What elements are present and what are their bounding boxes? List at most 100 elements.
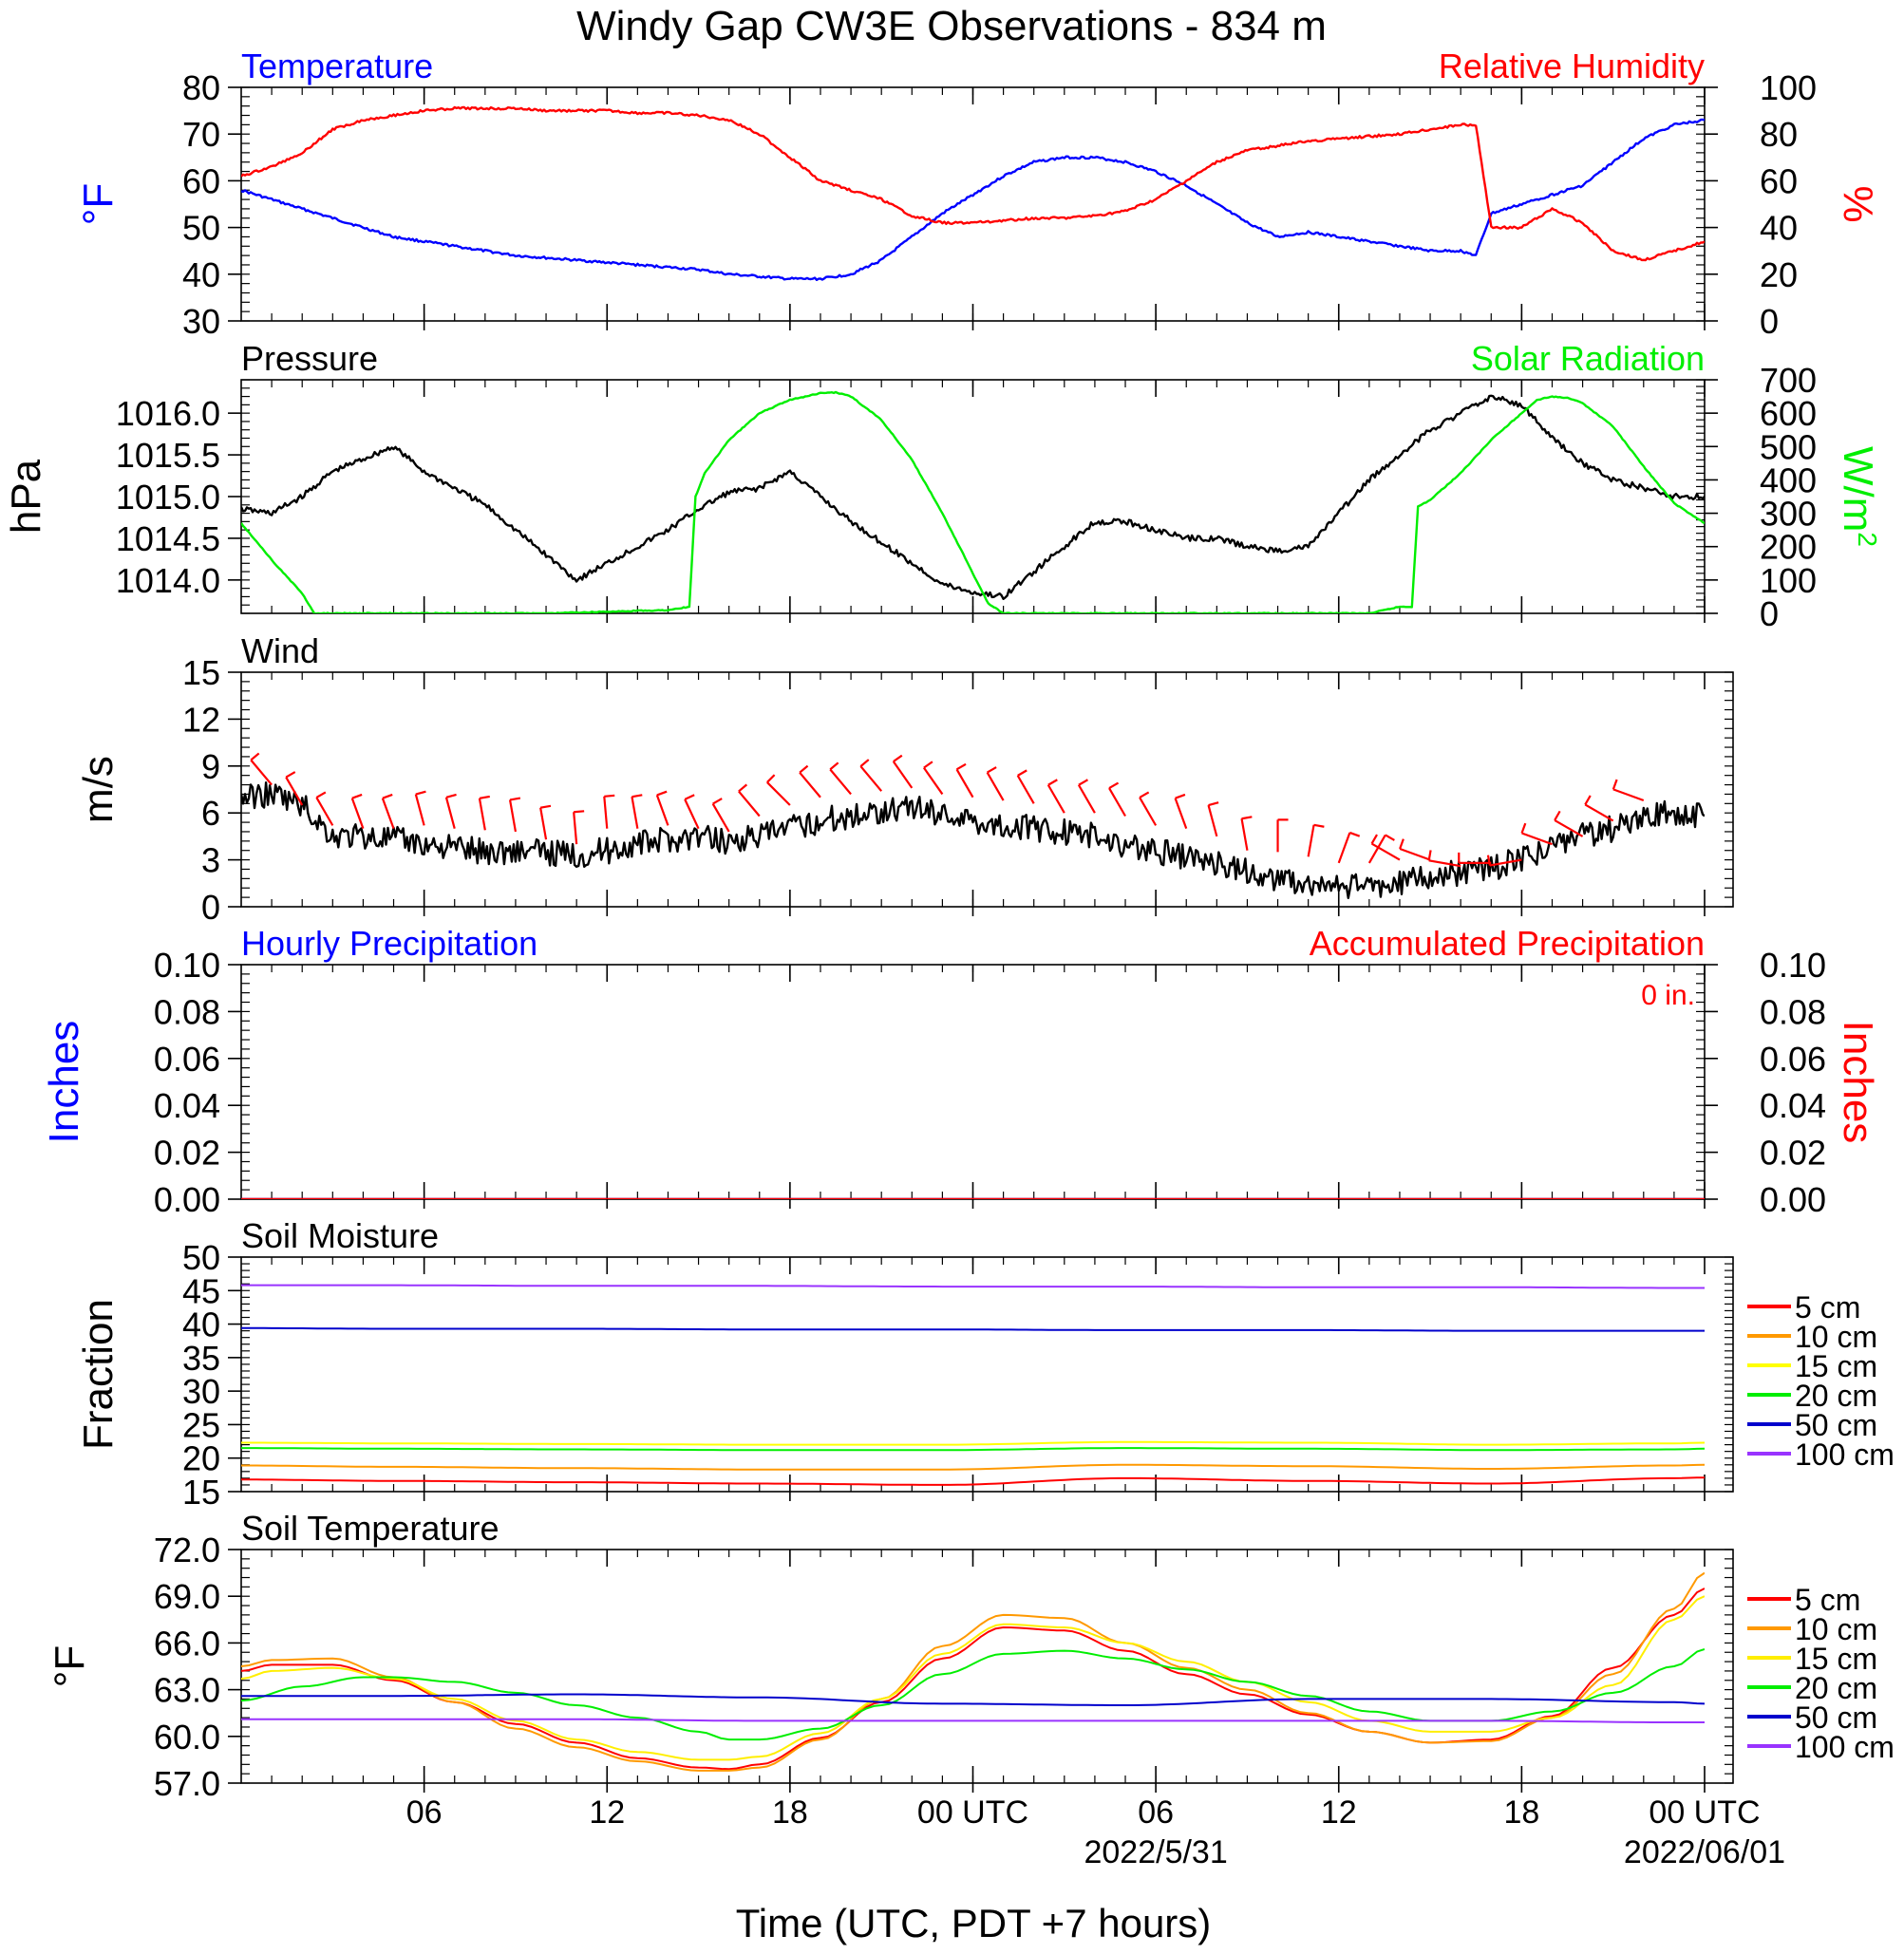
- panel-soil-temperature: 57.0 60.0 63.0 66.0 69.0 72.0 Soil Temperature…: [47, 1509, 1895, 1803]
- y-axis-label-right-superscript: 2: [1854, 532, 1883, 547]
- legend-label: 100 cm: [1795, 1437, 1895, 1472]
- plot-area: [241, 105, 1705, 281]
- wind-barb-staff: [603, 796, 609, 829]
- wind-barb-flag: [1241, 816, 1253, 820]
- panel-title-left: Soil Temperature: [241, 1509, 499, 1548]
- wind-barb-staff: [478, 798, 486, 831]
- y-left-tick-label: 0.06: [154, 1040, 220, 1079]
- x-tick-label: 18: [1503, 1794, 1539, 1831]
- y-left-tick-label: 30: [182, 1372, 220, 1411]
- y-left-tick-label: 72.0: [154, 1531, 220, 1569]
- panel-wind: 0 3 6 9 12 15 Wind m/s: [75, 631, 1734, 927]
- y-right-tick-label: 0.00: [1760, 1180, 1826, 1219]
- wind-barb-flag: [1612, 779, 1618, 790]
- y-left-tick-label: 50: [182, 209, 220, 248]
- wind-barb-flag: [1349, 831, 1361, 837]
- wind-barb-staff: [1016, 775, 1035, 804]
- wind-barb-flag: [509, 797, 521, 801]
- legend-label: 100 cm: [1795, 1730, 1895, 1764]
- legend-label: 5 cm: [1795, 1290, 1860, 1325]
- y-right-tick-label: 0.08: [1760, 992, 1826, 1031]
- y-left-tick-label: 1015.5: [116, 436, 220, 475]
- wind-barb-staff: [1337, 832, 1351, 864]
- wind-barb-staff: [1399, 847, 1431, 861]
- wind-barb-flag: [1078, 779, 1088, 786]
- wind-barb-staff: [573, 812, 578, 845]
- y-right-tick-label: 100: [1760, 561, 1817, 600]
- legend-label: 20 cm: [1795, 1379, 1877, 1413]
- x-tick-label: 00 UTC: [1649, 1794, 1760, 1831]
- y-axis-label-left: hPa: [3, 459, 49, 534]
- series-15-cm: [241, 1595, 1705, 1761]
- x-tick-label: 18: [772, 1794, 808, 1831]
- wind-barb-flag: [479, 795, 490, 799]
- legend-label: 10 cm: [1795, 1612, 1877, 1646]
- wind-barb-flag: [1554, 810, 1561, 821]
- panel-frame: [240, 1549, 1734, 1784]
- wind-barb-flag: [712, 798, 723, 805]
- y-right-tick-label: 20: [1760, 255, 1798, 294]
- wind-barb-staff: [508, 799, 518, 833]
- series-pressure: [241, 394, 1705, 600]
- y-left-tick-label: 20: [182, 1439, 220, 1478]
- y-right-tick-label: 300: [1760, 495, 1817, 534]
- wind-barb-flag: [1584, 795, 1592, 805]
- wind-barb-flag: [923, 761, 933, 769]
- y-left-tick-label: 1014.5: [116, 519, 220, 558]
- wind-barb-staff: [1428, 859, 1461, 868]
- accumulated-total-label: 0 in.: [1641, 980, 1695, 1011]
- wind-barb-staff: [766, 781, 791, 806]
- wind-barb-flag: [987, 766, 997, 774]
- y-left-tick-label: 35: [182, 1339, 220, 1378]
- wind-barb-staff: [829, 768, 852, 796]
- wind-barb-staff: [444, 797, 456, 829]
- wind-barb-flag: [1427, 850, 1432, 861]
- y-right-tick-label: 60: [1760, 161, 1798, 200]
- wind-barb-staff: [799, 771, 821, 799]
- panel-title-left: Soil Moisture: [241, 1216, 439, 1255]
- wind-barb-staff: [350, 798, 365, 830]
- y-axis-label-left: Fraction: [75, 1299, 122, 1450]
- plot-area: [241, 1284, 1705, 1486]
- y-left-tick-label: 9: [201, 747, 220, 786]
- wind-barb-flag: [574, 810, 585, 814]
- wind-barb-flag: [1486, 855, 1491, 866]
- y-left-tick-label: 1016.0: [116, 394, 220, 433]
- y-left-tick-label: 15: [182, 653, 220, 692]
- wind-barb-staff: [381, 798, 395, 830]
- panel-title-left: Pressure: [241, 339, 378, 378]
- wind-barb-staff: [539, 807, 548, 840]
- wind-barb-staff: [1046, 784, 1065, 814]
- y-left-tick-label: 40: [182, 255, 220, 294]
- wind-barb-flag: [250, 752, 260, 761]
- date-label: 2022/06/01: [1624, 1834, 1785, 1870]
- wind-barb-flag: [382, 793, 393, 799]
- wind-barb-flag: [1108, 781, 1120, 790]
- y-right-tick-label: 100: [1760, 68, 1817, 107]
- y-left-tick-label: 66.0: [154, 1624, 220, 1663]
- y-right-tick-label: 600: [1760, 394, 1817, 433]
- x-tick-label: 06: [406, 1794, 443, 1831]
- series-solar-radiation: [241, 390, 1705, 613]
- plot-area: [241, 1571, 1705, 1772]
- y-right-tick-label: 700: [1760, 361, 1817, 400]
- y-left-tick-label: 0.10: [154, 946, 220, 985]
- series-relative-humidity: [241, 105, 1705, 262]
- y-left-tick-label: 1015.0: [116, 478, 220, 517]
- wind-barbs: [250, 752, 1645, 868]
- wind-barb-flag: [1385, 834, 1395, 841]
- wind-barb-flag: [684, 794, 695, 800]
- wind-barb-staff: [1489, 858, 1522, 867]
- wind-barb-flag: [1175, 793, 1186, 799]
- wind-barb-flag: [1399, 838, 1404, 850]
- wind-barb-staff: [892, 761, 914, 789]
- wind-barb-flag: [539, 804, 552, 809]
- panel-title-right: Accumulated Precipitation: [1310, 924, 1705, 963]
- y-left-tick-label: 60: [182, 161, 220, 200]
- panel-temperature-humidity: 30 40 50 60 70 80 0 20 40 60 80 100 Temperature Relat…: [75, 47, 1881, 341]
- y-axis-label-right: W/m2: [1835, 446, 1883, 547]
- y-axis-label-left: m/s: [75, 756, 122, 823]
